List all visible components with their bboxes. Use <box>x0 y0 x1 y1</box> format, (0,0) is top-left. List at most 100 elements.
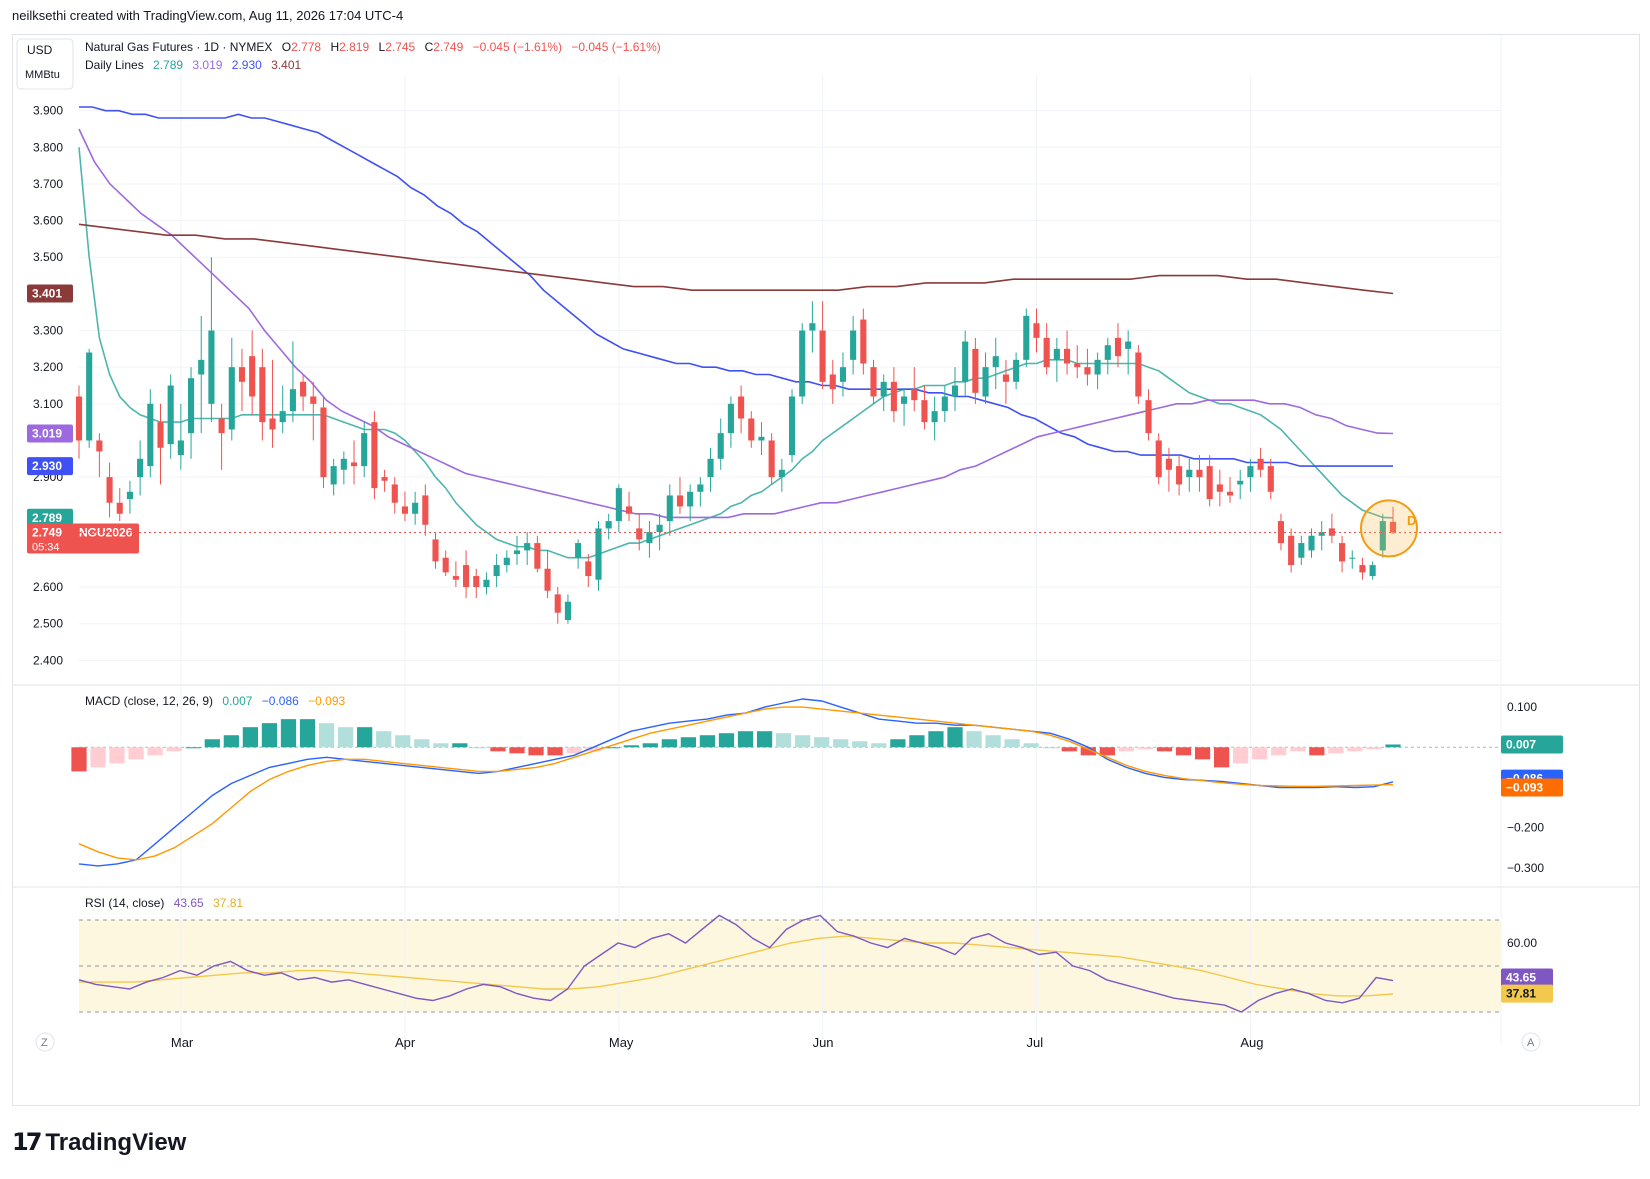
macd-histogram-bar <box>623 745 639 748</box>
candle <box>717 418 724 470</box>
daily-lines-legend[interactable]: Daily Lines 2.789 3.019 2.930 3.401 <box>85 58 302 72</box>
candle <box>585 554 592 588</box>
macd-histogram-bar <box>90 747 106 768</box>
candle <box>493 554 500 588</box>
brand-name: TradingView <box>45 1128 187 1156</box>
candle <box>1176 455 1183 496</box>
tradingview-brand[interactable]: 𝟭𝟳 TradingView <box>12 1128 186 1157</box>
macd-histogram-bar <box>1023 743 1039 748</box>
macd-histogram-bar <box>1290 747 1306 752</box>
candle <box>86 348 93 448</box>
candle <box>228 337 235 441</box>
macd-hist-value: 0.007 <box>222 694 252 708</box>
candle <box>1013 352 1020 390</box>
daily-lines-label: Daily Lines <box>85 58 144 72</box>
macd-histogram-bar <box>909 735 925 748</box>
macd-histogram-bar <box>604 747 620 749</box>
ma200-axis-badge: 3.401 <box>27 284 73 303</box>
rsi-legend[interactable]: RSI (14, close) 43.65 37.81 <box>85 896 243 910</box>
candle <box>646 521 653 558</box>
macd-histogram-bar <box>357 727 373 748</box>
candle <box>962 330 969 397</box>
macd-histogram-bar <box>109 747 125 764</box>
macd-histogram-bar <box>1233 747 1249 764</box>
candle <box>524 532 531 566</box>
svg-text:37.81: 37.81 <box>1506 987 1536 1001</box>
candle <box>1359 557 1366 580</box>
macd-histogram-bar <box>509 747 525 754</box>
price-tick-label: 2.600 <box>33 580 63 594</box>
ma50-line <box>79 106 1393 467</box>
zoom-button[interactable] <box>35 1032 55 1052</box>
candle <box>391 477 398 514</box>
macd-histogram-bar <box>1175 747 1192 756</box>
price-tick-label: 3.500 <box>33 250 63 264</box>
candle <box>442 550 449 577</box>
grid <box>79 75 1501 1040</box>
candle <box>1074 345 1081 379</box>
tradingview-logo-icon: 𝟭𝟳 <box>12 1129 42 1156</box>
chart-canvas[interactable]: 3.900 3.800 3.700 3.600 3.500 3.300 3.200 3.100… <box>13 35 1639 1105</box>
candle <box>1267 458 1274 500</box>
ma20-line <box>78 147 1394 559</box>
candle <box>1349 550 1356 569</box>
candle <box>463 550 470 599</box>
macd-histogram-bar <box>642 743 658 748</box>
open-label: O <box>282 40 291 54</box>
close-value: 2.749 <box>433 40 463 54</box>
macd-histogram-bar <box>71 747 87 772</box>
macd-line <box>78 698 1394 867</box>
macd-histogram-bar <box>1213 747 1230 768</box>
macd-histogram-bar <box>1042 747 1058 749</box>
macd-histogram-bar <box>166 747 182 752</box>
candle <box>768 433 775 485</box>
macd-legend[interactable]: MACD (close, 12, 26, 9) 0.007 −0.086 −0.… <box>85 694 346 708</box>
time-tick-label: Aug <box>1240 1035 1263 1050</box>
candle <box>412 491 419 525</box>
auto-scale-button[interactable] <box>1521 1032 1541 1052</box>
ma100-axis-badge: 3.019 <box>27 424 73 443</box>
macd-histogram-bar <box>756 731 773 748</box>
candle <box>676 477 684 514</box>
candle <box>1216 469 1223 507</box>
svg-text:2.789: 2.789 <box>32 511 62 525</box>
candle <box>330 458 337 496</box>
svg-text:2.749: 2.749 <box>32 525 62 539</box>
rsi-value-badge: 43.65 <box>1501 968 1553 987</box>
macd-histogram-bar <box>737 731 754 748</box>
candle <box>1104 337 1111 375</box>
price-axis: 3.900 3.800 3.700 3.600 3.500 3.300 3.200 3.100… <box>33 104 63 668</box>
currency-unit-box[interactable]: USD MMBtu <box>16 38 74 90</box>
candle <box>890 367 897 423</box>
candle <box>1165 447 1172 492</box>
candle <box>137 440 144 496</box>
candle <box>1206 455 1213 507</box>
candle <box>931 396 938 441</box>
candle <box>921 385 928 430</box>
candle <box>1023 308 1030 368</box>
time-axis: Mar Apr May Jun Jul Aug <box>171 1035 1264 1050</box>
highlight-marker: D <box>1360 499 1418 558</box>
candle <box>697 477 704 507</box>
macd-histogram-bar <box>528 747 544 756</box>
candle <box>534 535 541 573</box>
svg-text:05:34: 05:34 <box>32 541 60 553</box>
low-value: 2.745 <box>385 40 415 54</box>
candle <box>116 488 123 522</box>
candle <box>1318 521 1325 551</box>
candle <box>1237 469 1244 500</box>
candle <box>513 535 521 566</box>
symbol-title: Natural Gas Futures · 1D · NYMEX <box>85 40 272 54</box>
symbol-legend[interactable]: Natural Gas Futures · 1D · NYMEX O2.778 … <box>85 40 661 54</box>
candle <box>1379 513 1386 558</box>
time-tick-label: Mar <box>171 1035 194 1050</box>
chart-frame[interactable]: 3.900 3.800 3.700 3.600 3.500 3.300 3.200 3.100… <box>12 34 1640 1106</box>
candle <box>340 451 347 485</box>
macd-histogram-bar <box>1366 747 1382 750</box>
svg-text:−0.093: −0.093 <box>1506 781 1543 795</box>
candle <box>758 422 765 456</box>
candle <box>666 484 673 536</box>
candle <box>289 341 296 423</box>
